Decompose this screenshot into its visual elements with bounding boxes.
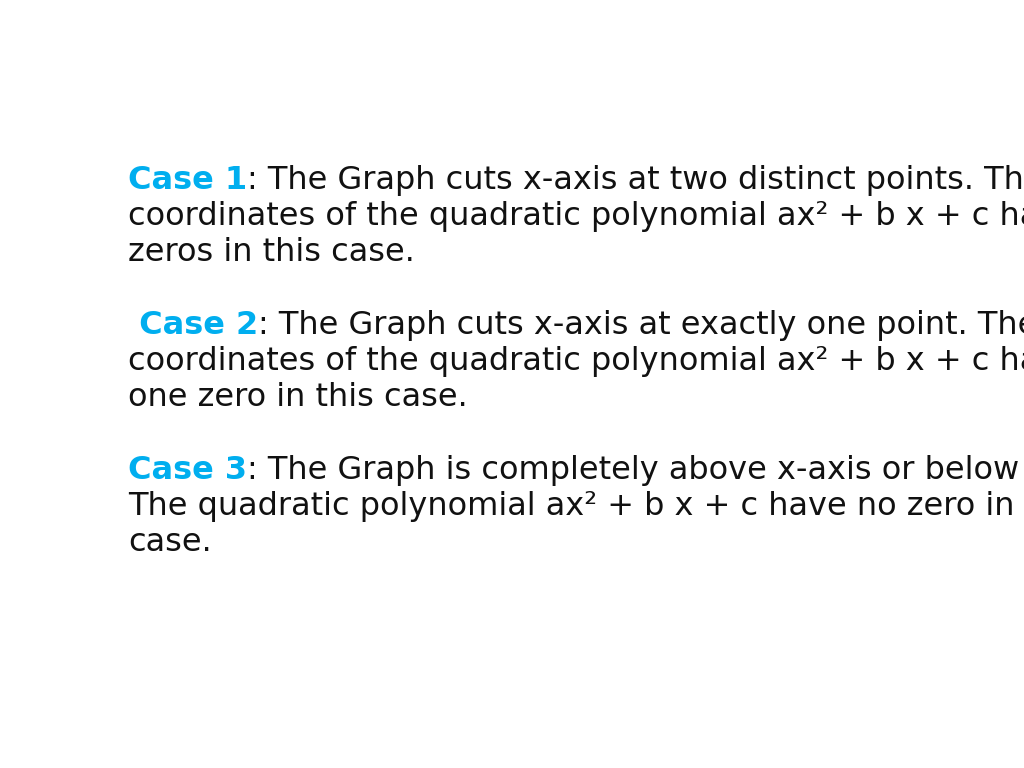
Text: : The Graph cuts x-axis at exactly one point. The x-: : The Graph cuts x-axis at exactly one p…: [258, 310, 1024, 341]
Text: coordinates of the quadratic polynomial ax² + b x + c have only: coordinates of the quadratic polynomial …: [128, 346, 1024, 377]
Text: zeros in this case.: zeros in this case.: [128, 237, 415, 268]
Text: The quadratic polynomial ax² + b x + c have no zero in this: The quadratic polynomial ax² + b x + c h…: [128, 491, 1024, 522]
Text: : The Graph is completely above x-axis or below x-axis.: : The Graph is completely above x-axis o…: [247, 455, 1024, 486]
Text: case.: case.: [128, 527, 212, 558]
Text: coordinates of the quadratic polynomial ax² + b x + c have two: coordinates of the quadratic polynomial …: [128, 201, 1024, 232]
Text: Case 3: Case 3: [128, 455, 247, 486]
Text: Case 2: Case 2: [128, 310, 258, 341]
Text: Case 1: Case 1: [128, 165, 247, 196]
Text: one zero in this case.: one zero in this case.: [128, 382, 468, 413]
Text: : The Graph cuts x-axis at two distinct points. The x-: : The Graph cuts x-axis at two distinct …: [247, 165, 1024, 196]
